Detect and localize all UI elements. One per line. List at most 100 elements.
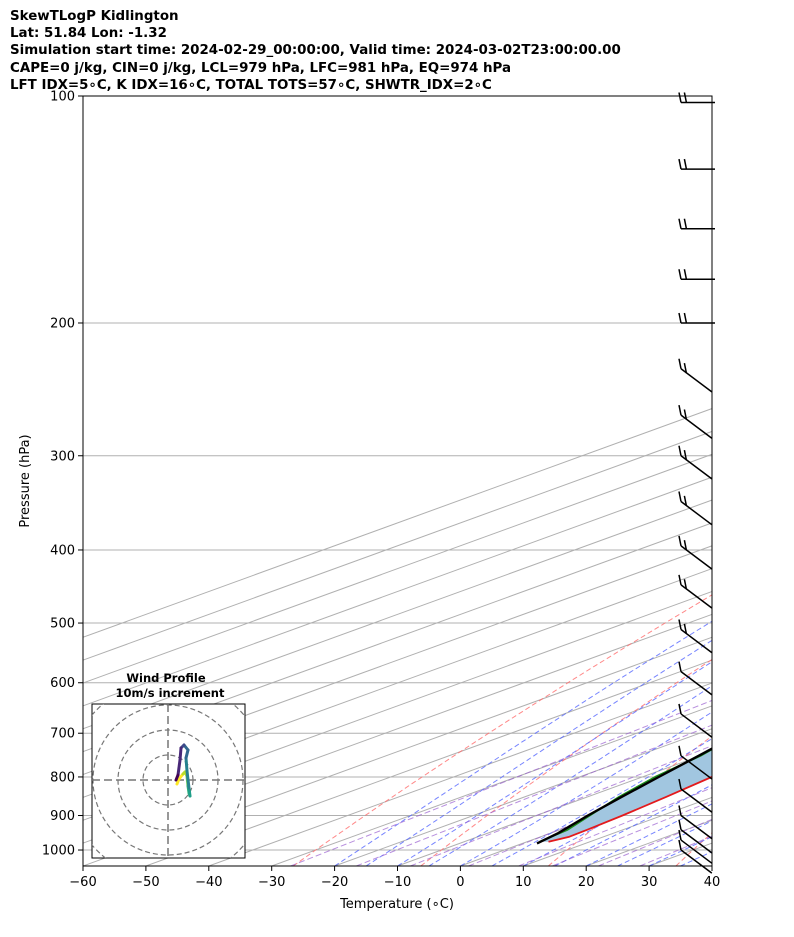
y-tick-label: 400 <box>50 543 75 558</box>
wind-barb-flag <box>683 623 688 635</box>
isotherm-line <box>83 430 712 661</box>
y-tick-label: 1000 <box>42 844 75 859</box>
y-tick-label: 600 <box>50 676 75 691</box>
wind-barb-staff <box>680 814 713 840</box>
isotherm-line <box>83 590 712 821</box>
wind-barb-flag <box>678 92 682 103</box>
isotherm-line <box>83 453 712 684</box>
wind-barb-flag <box>683 312 688 324</box>
hodograph-segment <box>174 773 180 782</box>
isotherm-line <box>145 659 712 866</box>
wind-barb-staff <box>680 849 713 874</box>
dry-adiabat-line <box>420 658 712 866</box>
wind-barbs <box>678 92 715 874</box>
wind-barb-flag <box>678 269 682 280</box>
moist-adiabat-line <box>617 820 712 866</box>
x-tick-label: −40 <box>195 875 222 890</box>
header-location: Lat: 51.84 Lon: -1.32 <box>10 26 167 42</box>
header-indices-stability: LFT IDX=5∘C, K IDX=16∘C, TOTAL TOTS=57∘C… <box>10 77 492 93</box>
isotherm-line <box>271 705 712 866</box>
hodograph-subtitle: 10m/s increment <box>116 686 225 700</box>
wind-barb-flag <box>678 619 682 630</box>
isotherm-line <box>586 819 712 866</box>
moist-adiabat-line <box>334 620 712 866</box>
cape-fill-area <box>540 748 712 842</box>
wind-barb-flag <box>683 449 688 461</box>
wind-barb-flag <box>678 778 682 790</box>
hodograph-segment <box>185 769 191 790</box>
wind-barb-flag <box>678 535 682 546</box>
mixing-ratio-line <box>356 724 712 866</box>
isotherm-line <box>711 865 712 866</box>
cape-shaded-region <box>540 748 712 842</box>
wind-barb-flag <box>678 445 682 456</box>
moist-adiabat-line <box>523 762 712 866</box>
y-tick-label: 700 <box>50 727 75 742</box>
wind-barb-flag <box>678 158 682 170</box>
wind-barb-staff <box>680 755 713 780</box>
isotherm-line <box>648 842 712 866</box>
header-station-title: SkewTLogP Kidlington <box>10 9 179 24</box>
hodograph-title: Wind Profile <box>126 671 206 685</box>
x-tick-label: −30 <box>258 875 285 890</box>
moist-adiabat-line <box>648 836 712 866</box>
isotherm-line <box>83 613 712 844</box>
wind-barb-staff <box>680 829 713 854</box>
wind-barb-flag <box>678 703 682 715</box>
hodograph-segment <box>184 756 189 773</box>
isotherm-line <box>460 773 712 866</box>
x-tick-label: 20 <box>578 875 595 890</box>
wind-barb-flag <box>678 574 682 586</box>
x-tick-label: −10 <box>384 875 411 890</box>
parcel-path-line <box>536 747 712 845</box>
wind-barb-flag <box>678 829 682 841</box>
moist-adiabat-line <box>460 711 712 866</box>
y-tick-label: 500 <box>50 617 75 632</box>
mixing-ratio-line <box>290 699 712 866</box>
isotherm-line <box>397 751 712 866</box>
wind-barb-flag <box>683 540 688 551</box>
y-tick-label: 800 <box>50 770 75 785</box>
header-times: Simulation start time: 2024-02-29_00:00:… <box>10 43 621 59</box>
mixing-ratio-line <box>639 835 712 866</box>
moist-adiabat-line <box>585 803 712 866</box>
wind-barb-flag <box>678 404 682 416</box>
mixing-ratio-line <box>518 787 712 866</box>
wind-barb-flag <box>678 819 682 830</box>
isotherm-line <box>334 728 712 866</box>
isotherm-line <box>775 96 794 866</box>
wind-barb-flag <box>678 218 682 229</box>
isotherm-line <box>83 408 712 638</box>
wind-barb-flag <box>678 661 682 672</box>
x-tick-label: −50 <box>132 875 159 890</box>
mixing-ratio-line <box>598 818 712 866</box>
mixing-ratio-line <box>468 767 712 866</box>
wind-barb-staff <box>680 788 713 813</box>
wind-barb-staff <box>680 713 713 738</box>
mixing-ratio-line <box>552 800 712 866</box>
hodograph-inset: Wind Profile 10m/s increment <box>91 671 246 859</box>
x-tick-label: 40 <box>704 875 721 890</box>
y-tick-label: 300 <box>50 449 75 464</box>
moist-adiabat-line <box>680 851 712 866</box>
wind-barb-flag <box>683 92 688 103</box>
axis-ticks: −60 −50 −40 −30 −20 −10 0 10 20 30 40 100 200 300 400 5… <box>42 90 720 891</box>
wind-barb-flag <box>678 312 682 324</box>
wind-barb-flag <box>678 358 682 369</box>
wind-barb-flag <box>683 579 688 590</box>
y-tick-label: 900 <box>50 809 75 824</box>
wind-barb-flag <box>683 158 688 170</box>
x-tick-label: −60 <box>69 875 96 890</box>
wind-barb-flag <box>678 805 682 816</box>
y-tick-label: 200 <box>50 316 75 331</box>
mixing-ratio-line <box>410 745 712 866</box>
wind-barb-flag <box>683 362 688 374</box>
x-tick-label: −20 <box>321 875 348 890</box>
isotherm-line <box>83 636 712 866</box>
moist-adiabat-line <box>428 685 712 866</box>
header-indices-cape: CAPE=0 j/kg, CIN=0 j/kg, LCL=979 hPa, LF… <box>10 60 512 76</box>
y-axis-label: Pressure (hPa) <box>18 434 33 527</box>
wind-barb-flag <box>683 218 688 229</box>
x-axis-label: Temperature (∘C) <box>339 897 454 912</box>
